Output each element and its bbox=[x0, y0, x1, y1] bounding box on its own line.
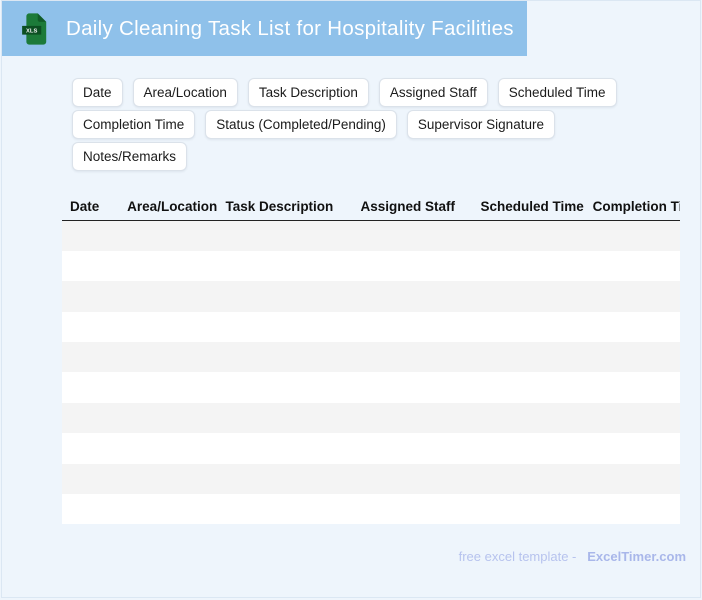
svg-text:XLS: XLS bbox=[26, 28, 37, 34]
